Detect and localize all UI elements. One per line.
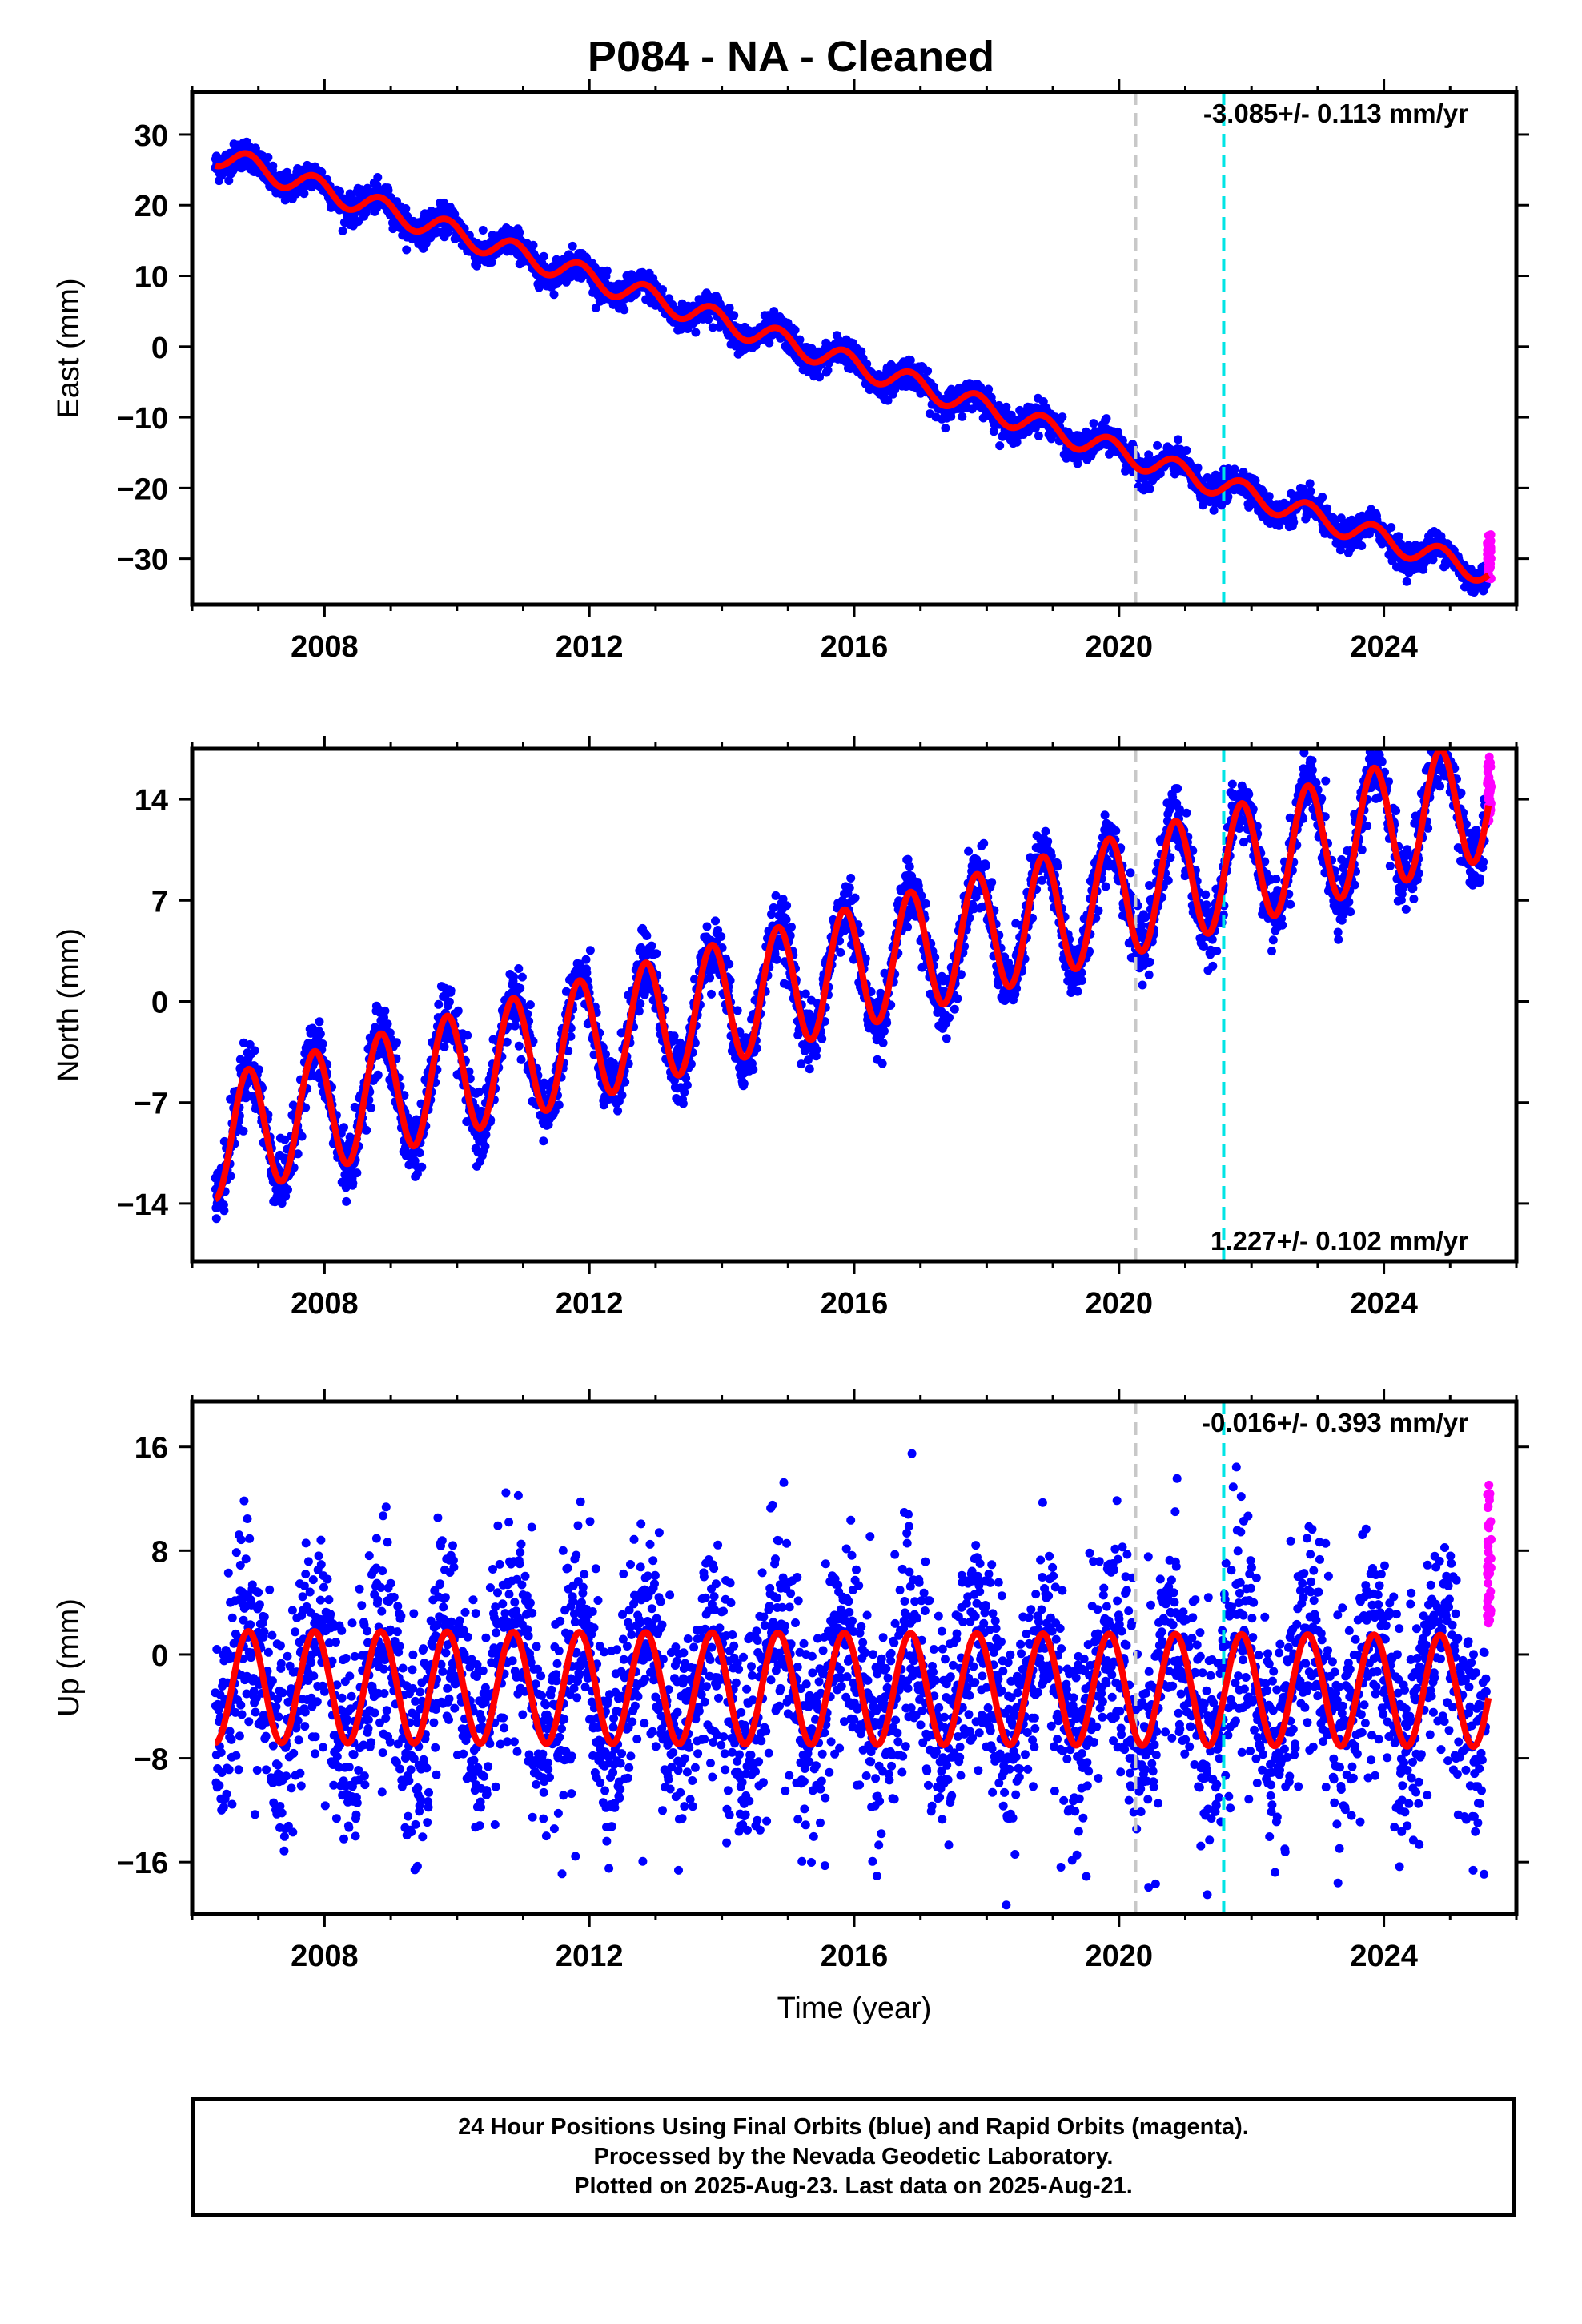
x-axis-label: Time (year) [777, 1992, 932, 2025]
y-tick-label: −10 [117, 402, 168, 436]
rapid-orbit-points [1483, 1480, 1496, 1628]
y-tick-label: 0 [151, 332, 168, 365]
footer-note-box: 24 Hour Positions Using Final Orbits (bl… [191, 2097, 1516, 2217]
x-tick-label: 2012 [556, 1287, 624, 1321]
y-tick-label: 7 [151, 885, 168, 919]
rapid-orbit-points [1483, 530, 1496, 584]
y-tick-label: 14 [135, 784, 168, 818]
y-axis-label: Up (mm) [52, 1598, 86, 1717]
model-fit-curve [214, 749, 1492, 1203]
y-tick-label: 0 [151, 1639, 168, 1673]
y-tick-label: 8 [151, 1535, 168, 1569]
x-tick-label: 2024 [1350, 630, 1418, 664]
y-tick-label: −7 [134, 1088, 168, 1121]
y-tick-label: 16 [135, 1432, 168, 1466]
final-orbit-scatter [211, 1449, 1491, 1914]
x-tick-label: 2008 [291, 1287, 359, 1321]
y-tick-label: −14 [117, 1188, 168, 1222]
y-tick-label: 0 [151, 986, 168, 1019]
y-axis-label: North (mm) [52, 928, 86, 1082]
x-tick-label: 2024 [1350, 1940, 1418, 1973]
x-tick-label: 2012 [556, 630, 624, 664]
x-tick-label: 2024 [1350, 1287, 1418, 1321]
footer-line-1: 24 Hour Positions Using Final Orbits (bl… [458, 2113, 1249, 2140]
panel-1: 2008 2012 2016 2020 2024 30 20 10 0 −10 −20 −30 East… [52, 79, 1529, 664]
x-tick-label: 2016 [821, 630, 889, 664]
final-orbit-points [211, 1449, 1491, 1914]
y-axis-label: East (mm) [52, 278, 86, 418]
footer-line-2: Processed by the Nevada Geodetic Laborat… [593, 2143, 1114, 2169]
panel-2: 2008 2012 2016 2020 2024 14 7 0 −7 −14 North (mm) 1… [52, 736, 1529, 1321]
x-tick-label: 2020 [1086, 1940, 1154, 1973]
y-tick-label: 20 [135, 190, 168, 223]
x-tick-label: 2008 [291, 630, 359, 664]
y-tick-label: 30 [135, 119, 168, 153]
y-tick-label: 10 [135, 261, 168, 295]
x-tick-label: 2020 [1086, 630, 1154, 664]
x-tick-label: 2020 [1086, 1287, 1154, 1321]
y-tick-label: −16 [117, 1847, 168, 1880]
rate-label: -0.016+/- 0.393 mm/yr [1202, 1408, 1468, 1437]
rapid-orbit-scatter [1483, 1480, 1496, 1628]
model-fit-curve [214, 150, 1491, 584]
final-orbit-points [211, 137, 1491, 597]
rate-label: 1.227+/- 0.102 mm/yr [1211, 1226, 1468, 1256]
rate-label: -3.085+/- 0.113 mm/yr [1203, 99, 1468, 128]
y-tick-label: −20 [117, 472, 168, 506]
model-fit-curve [214, 1627, 1492, 1751]
footer-line-3: Plotted on 2025-Aug-23. Last data on 202… [574, 2173, 1133, 2199]
x-tick-label: 2016 [821, 1287, 889, 1321]
final-orbit-scatter [211, 137, 1491, 597]
x-tick-label: 2012 [556, 1940, 624, 1973]
panel-3: 2008 2012 2016 2020 2024 16 8 0 −8 −16 Up (mm) Time… [52, 1389, 1529, 2025]
rapid-orbit-scatter [1483, 530, 1496, 584]
x-tick-label: 2008 [291, 1940, 359, 1973]
y-tick-label: −30 [117, 544, 168, 577]
chart-title: P084 - NA - Cleaned [587, 33, 995, 81]
x-tick-label: 2016 [821, 1940, 889, 1973]
final-orbit-points [211, 749, 1491, 1224]
y-tick-label: −8 [134, 1743, 168, 1777]
final-orbit-scatter [211, 749, 1491, 1224]
